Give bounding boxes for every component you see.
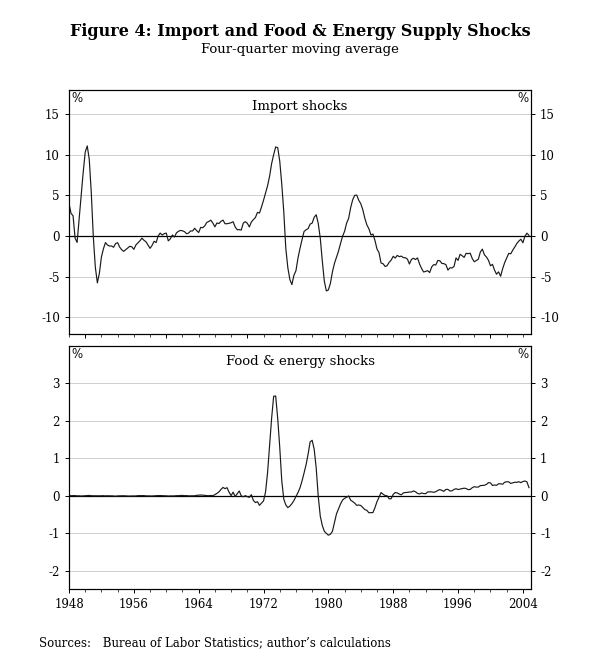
Text: Figure 4: Import and Food & Energy Supply Shocks: Figure 4: Import and Food & Energy Suppl… <box>70 23 530 41</box>
Text: %: % <box>518 93 529 105</box>
Text: Four-quarter moving average: Four-quarter moving average <box>201 43 399 57</box>
Text: Food & energy shocks: Food & energy shocks <box>226 356 374 368</box>
Text: Sources: Bureau of Labor Statistics; author’s calculations: Sources: Bureau of Labor Statistics; aut… <box>39 636 391 649</box>
Text: %: % <box>518 348 529 361</box>
Text: %: % <box>71 348 82 361</box>
Text: %: % <box>71 93 82 105</box>
Text: Import shocks: Import shocks <box>253 100 347 113</box>
